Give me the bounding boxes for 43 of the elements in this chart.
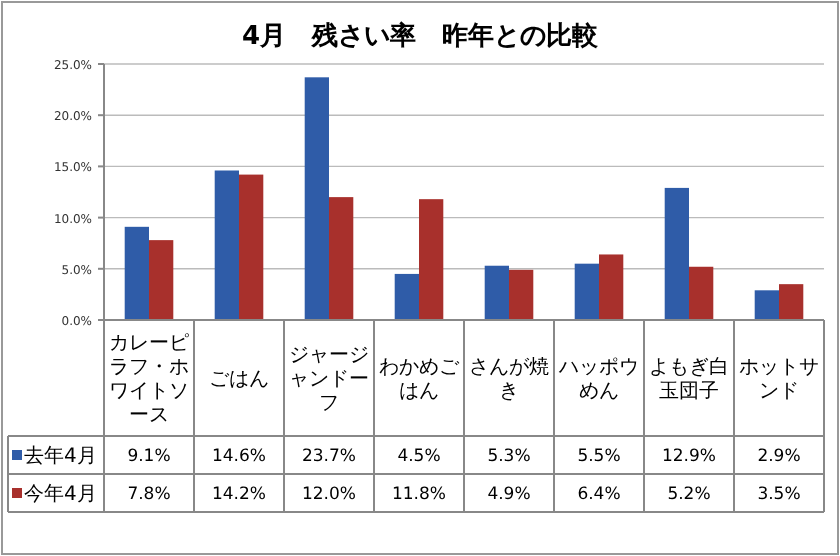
bar	[419, 199, 444, 320]
x-tick-label: よもぎ白玉団子	[649, 355, 729, 403]
data-label: 4.9%	[487, 485, 531, 505]
x-tick-label: わかめごはん	[379, 357, 461, 403]
bar	[124, 226, 149, 320]
x-tick-label: さんが焼き	[469, 355, 549, 403]
bar	[329, 197, 354, 320]
data-label: 9.1%	[127, 447, 171, 467]
data-label: 3.5%	[757, 485, 801, 505]
data-label: 23.7%	[301, 447, 357, 467]
bar	[664, 187, 689, 320]
bar	[599, 254, 624, 320]
x-tick-label: ごはん	[209, 369, 269, 391]
legend-label: 今年4月	[24, 482, 97, 506]
data-label: 5.2%	[667, 485, 711, 505]
data-label: 4.5%	[397, 447, 441, 467]
data-label: 12.0%	[301, 485, 357, 505]
bar	[484, 265, 509, 320]
data-label: 5.3%	[487, 447, 531, 467]
bar	[394, 273, 419, 320]
bar	[214, 170, 239, 320]
data-label: 7.8%	[127, 485, 171, 505]
data-label: 6.4%	[577, 485, 621, 505]
data-label: 14.6%	[211, 447, 267, 467]
bar	[149, 240, 174, 320]
bar	[689, 266, 714, 320]
bar	[509, 269, 534, 320]
bar	[779, 284, 804, 320]
data-label: 12.9%	[661, 447, 717, 467]
x-tick-label: カレーピラフ・ホワイトソース	[109, 333, 189, 427]
data-label: 2.9%	[757, 447, 801, 467]
bar	[304, 77, 329, 320]
x-tick-label: ホットサンド	[739, 357, 819, 403]
data-label: 11.8%	[391, 485, 447, 505]
x-tick-label: ハッポウめん	[557, 357, 639, 403]
bar	[239, 174, 264, 320]
x-tick-label: ジャージャンドーフ	[289, 345, 369, 415]
bar	[754, 290, 779, 320]
data-label: 14.2%	[211, 485, 267, 505]
bar	[574, 263, 599, 320]
data-label: 5.5%	[577, 447, 621, 467]
legend-label: 去年4月	[24, 444, 97, 468]
chart-title: 4月 残さい率 昨年との比較	[241, 20, 601, 52]
